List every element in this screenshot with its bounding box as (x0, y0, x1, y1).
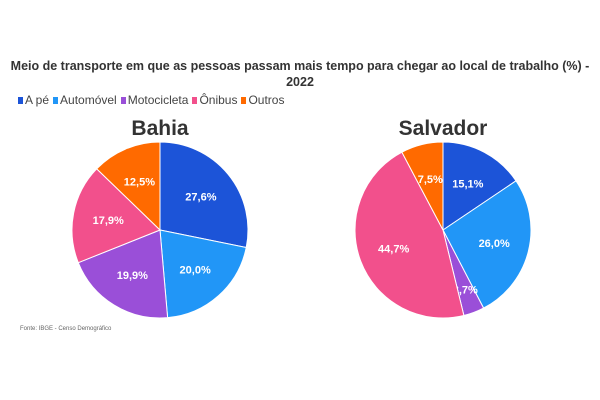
data-label: 20,0% (180, 264, 211, 276)
pie-slice (77, 229, 169, 319)
source-note: Fonte: IBGE - Censo Demográfico (20, 326, 112, 332)
pie-slice (159, 141, 249, 249)
legend-item: Motocicleta (120, 93, 189, 107)
legend-label: Outros (248, 93, 285, 107)
pie-slice (442, 180, 532, 309)
legend-item: A pé (18, 93, 49, 107)
data-label: 26,0% (479, 238, 510, 250)
data-label: 12,5% (124, 176, 155, 188)
legend-item: Outros (241, 93, 284, 107)
legend-swatch (18, 96, 23, 104)
legend-swatch (53, 96, 59, 104)
legend-label: Automóvel (60, 93, 117, 107)
chart-title: Meio de transporte em que as pessoas pas… (10, 59, 590, 89)
legend-label: Motocicleta (127, 93, 189, 107)
data-label: 15,1% (452, 178, 483, 190)
pie-slice (159, 229, 247, 319)
pie-slice (401, 141, 444, 231)
legend-swatch (192, 96, 198, 104)
legend-item: Ônibus (192, 93, 237, 107)
data-label: 19,9% (117, 270, 148, 282)
data-label: 27,6% (185, 192, 216, 204)
legend-label: A pé (25, 93, 50, 107)
legend-swatch (241, 96, 247, 104)
data-label: 7,5% (418, 174, 443, 186)
pie-slice (442, 141, 517, 231)
pie-slice (71, 168, 161, 264)
data-label: 17,9% (93, 215, 124, 227)
legend-swatch (120, 96, 126, 104)
pie-slice (96, 141, 161, 232)
legend-item: Automóvel (53, 93, 117, 107)
pie-slice (354, 151, 465, 319)
data-label: 3,7% (453, 284, 478, 296)
legend: A pé Automóvel Motocicleta Ônibus Outros (18, 93, 284, 107)
data-label: 44,7% (378, 244, 409, 256)
pie-title: Bahia (131, 117, 189, 140)
legend-label: Ônibus (199, 93, 238, 107)
pie-title: Salvador (399, 117, 488, 140)
